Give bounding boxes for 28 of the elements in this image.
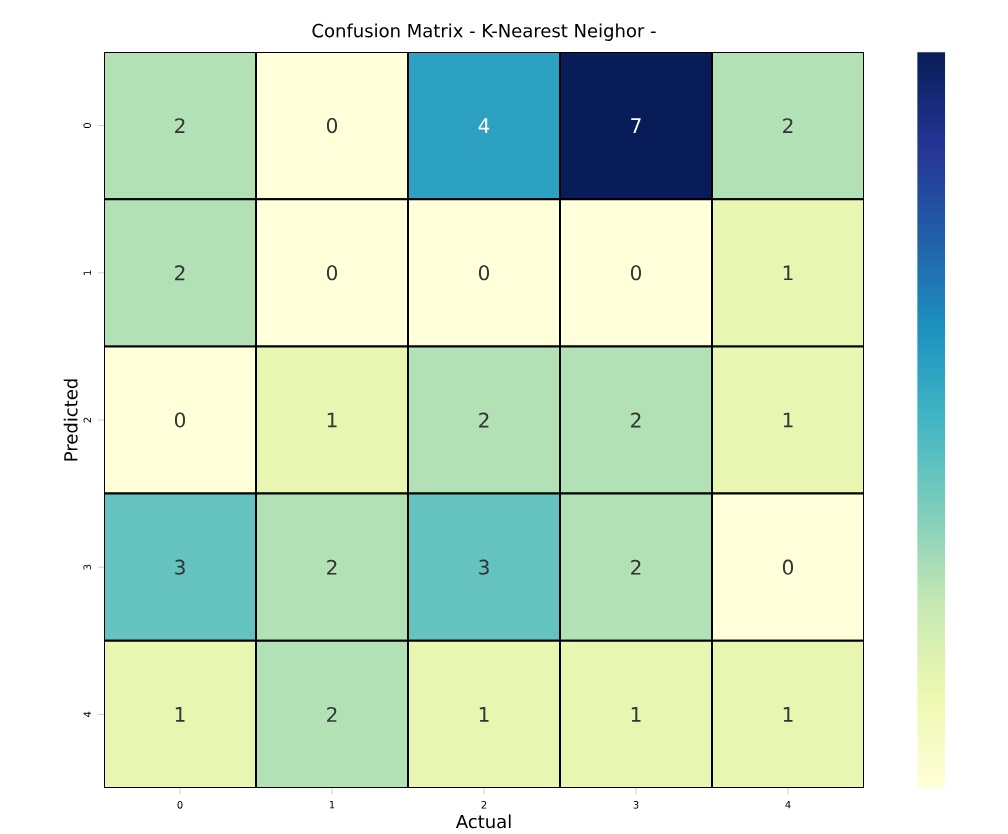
data-label: 7 <box>631 118 641 133</box>
data-label: 2 <box>631 559 641 575</box>
data-label: 1 <box>783 707 793 722</box>
data-label: 2 <box>175 118 185 134</box>
x-axis-title: Actual <box>455 814 511 829</box>
data-label: 2 <box>631 412 641 428</box>
data-label: 1 <box>631 707 641 722</box>
data-label: 1 <box>783 265 793 281</box>
data-label: 3 <box>479 559 489 575</box>
data-label: 0 <box>782 559 794 575</box>
data-label: 2 <box>175 265 185 281</box>
data-label: 2 <box>783 118 793 134</box>
data-label: 0 <box>326 265 338 281</box>
data-label: 1 <box>783 412 793 428</box>
data-label: 2 <box>479 412 489 428</box>
data-label: 0 <box>630 265 642 281</box>
data-label: 1 <box>175 707 185 722</box>
data-label: 1 <box>479 707 489 722</box>
y-axis-title: Predicted <box>63 379 78 461</box>
data-label: 3 <box>175 559 185 575</box>
data-label: 4 <box>478 118 490 133</box>
data-label: 2 <box>327 559 337 575</box>
data-label: 0 <box>174 412 186 428</box>
data-label: 0 <box>326 118 338 134</box>
data-label: 1 <box>327 412 337 428</box>
data-label: 2 <box>327 706 337 722</box>
data-label: 0 <box>478 265 490 281</box>
chart-title: Confusion Matrix - K-Nearest Neighor - <box>312 23 656 41</box>
